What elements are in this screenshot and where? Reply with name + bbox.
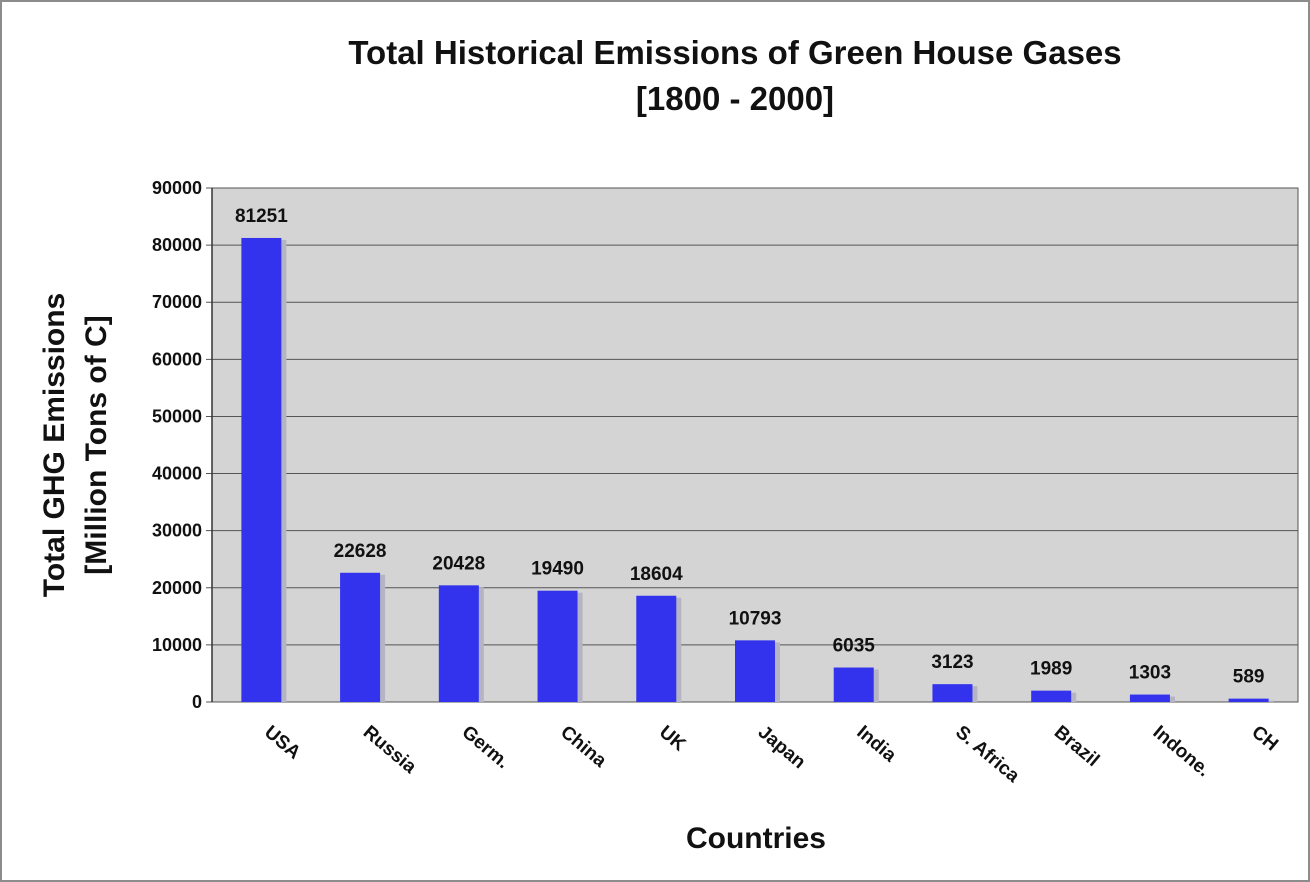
plot-area (211, 187, 1299, 703)
y-tick-label: 40000 (152, 464, 202, 484)
bar (1129, 694, 1170, 702)
x-tick-label: USA (260, 722, 304, 764)
bar (241, 237, 282, 703)
y-axis-title: Total GHG Emissions [Million Tons of C] (38, 293, 113, 598)
data-label: 6035 (833, 636, 876, 657)
bar (735, 640, 775, 702)
data-label: 1303 (1129, 663, 1171, 684)
bar (833, 667, 874, 702)
bar (340, 572, 381, 702)
x-tick-label: Russia (359, 722, 421, 778)
bar (932, 684, 973, 702)
chart-subtitle: [1800 - 2000] (636, 80, 834, 117)
y-tick-label: 20000 (152, 578, 202, 598)
bars (241, 237, 1274, 703)
y-axis-ticks: 0 10000 20000 30000 40000 50000 60000 70000 8000… (152, 178, 202, 712)
data-label: 81251 (235, 206, 288, 227)
x-axis-ticks: USA Russia Germ. China UK Japan India S. Africa… (260, 722, 1282, 787)
y-axis-title-line-2: [Million Tons of C] (80, 315, 113, 574)
x-tick-label: Germ. (458, 722, 514, 773)
data-label: 20428 (432, 553, 485, 574)
y-tick-label: 50000 (152, 406, 202, 426)
x-tick-label: Brazil (1050, 722, 1103, 771)
data-label: 589 (1233, 667, 1265, 688)
x-axis-title: Countries (686, 822, 826, 855)
x-tick-label: India (853, 722, 901, 767)
x-tick-label: Japan (754, 722, 810, 773)
data-label: 1989 (1030, 659, 1072, 680)
y-tick-label: 10000 (152, 635, 202, 655)
bar (438, 585, 479, 702)
x-tick-label: UK (655, 722, 690, 756)
x-tick-label: S. Africa (951, 722, 1023, 787)
data-label: 18604 (630, 564, 683, 585)
y-axis-title-line-1: Total GHG Emissions (38, 293, 71, 598)
bar (537, 590, 578, 702)
bar (636, 595, 677, 702)
data-label: 22628 (334, 541, 387, 562)
bar (1031, 690, 1072, 702)
chart-title: Total Historical Emissions of Green Hous… (348, 34, 1121, 71)
data-labels: 81251 22628 20428 19490 18604 10793 6035 3123 19… (235, 206, 1265, 688)
x-tick-label: China (556, 722, 610, 772)
y-tick-label: 60000 (152, 349, 202, 369)
data-label: 3123 (931, 652, 973, 673)
x-tick-label: Indone. (1149, 722, 1214, 782)
data-label: 10793 (729, 608, 782, 629)
y-tick-label: 90000 (152, 178, 202, 198)
y-tick-label: 80000 (152, 235, 202, 255)
y-tick-label: 0 (192, 692, 202, 712)
y-tick-label: 70000 (152, 292, 202, 312)
y-tick-label: 30000 (152, 521, 202, 541)
data-label: 19490 (531, 559, 584, 580)
bar (1228, 698, 1269, 702)
x-tick-label: CH (1247, 722, 1282, 756)
